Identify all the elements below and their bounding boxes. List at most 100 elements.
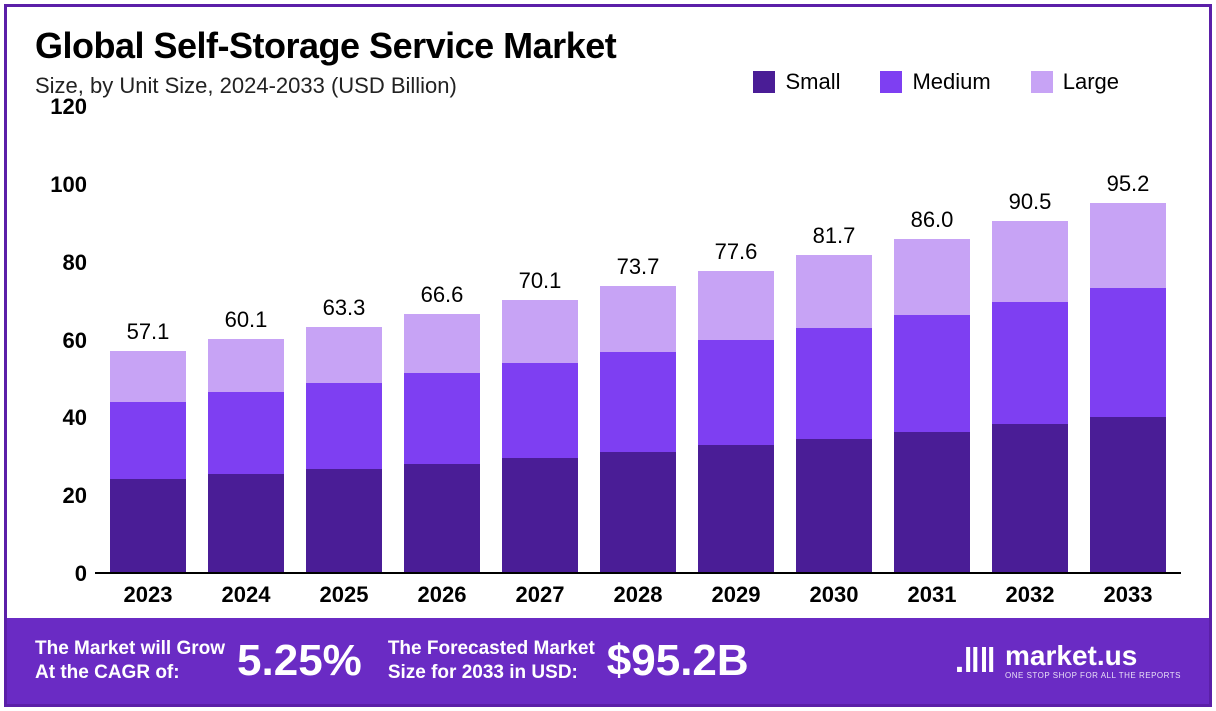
bar-stack <box>1090 203 1166 572</box>
bar-segment <box>992 302 1068 424</box>
legend-swatch <box>1031 71 1053 93</box>
bar-column: 90.5 <box>981 107 1079 572</box>
brand-logo-icon: .‖‖ <box>955 642 995 681</box>
footer-banner: The Market will Grow At the CAGR of: 5.2… <box>7 618 1209 704</box>
x-tick-label: 2031 <box>883 582 981 608</box>
bar-segment <box>600 452 676 572</box>
y-tick-label: 80 <box>63 250 87 276</box>
brand-tagline: ONE STOP SHOP FOR ALL THE REPORTS <box>1005 672 1181 680</box>
bar-column: 95.2 <box>1079 107 1177 572</box>
bar-column: 57.1 <box>99 107 197 572</box>
forecast-label: The Forecasted Market Size for 2033 in U… <box>388 637 595 685</box>
bar-stack <box>306 327 382 572</box>
bar-stack <box>404 314 480 572</box>
bar-stack <box>698 271 774 572</box>
brand: .‖‖ market.us ONE STOP SHOP FOR ALL THE … <box>955 642 1181 681</box>
bar-stack <box>110 351 186 572</box>
cagr-label-line1: The Market will Grow <box>35 638 225 659</box>
bar-column: 63.3 <box>295 107 393 572</box>
bar-segment <box>992 221 1068 302</box>
y-tick-label: 60 <box>63 328 87 354</box>
bar-segment <box>404 464 480 572</box>
x-labels: 2023202420252026202720282029203020312032… <box>95 574 1181 608</box>
x-tick-label: 2029 <box>687 582 785 608</box>
bar-segment <box>894 315 970 432</box>
bar-segment <box>110 479 186 572</box>
bar-stack <box>208 339 284 572</box>
bar-total-label: 90.5 <box>1009 189 1052 215</box>
bar-total-label: 86.0 <box>911 207 954 233</box>
bar-segment <box>894 432 970 572</box>
bar-stack <box>600 286 676 572</box>
y-tick-label: 20 <box>63 483 87 509</box>
bar-stack <box>796 255 872 572</box>
x-tick-label: 2025 <box>295 582 393 608</box>
bar-segment <box>698 340 774 445</box>
bar-segment <box>894 239 970 315</box>
forecast-label-line2: Size for 2033 in USD: <box>388 662 578 683</box>
bar-segment <box>1090 203 1166 287</box>
bar-column: 60.1 <box>197 107 295 572</box>
bar-segment <box>208 392 284 474</box>
legend-item: Medium <box>880 69 990 95</box>
bar-segment <box>796 439 872 572</box>
x-tick-label: 2032 <box>981 582 1079 608</box>
x-tick-label: 2024 <box>197 582 295 608</box>
x-axis: 2023202420252026202720282029203020312032… <box>35 574 1181 608</box>
bar-segment <box>404 314 480 373</box>
bar-total-label: 70.1 <box>519 268 562 294</box>
bar-segment <box>992 424 1068 572</box>
y-tick-label: 100 <box>50 172 87 198</box>
x-tick-label: 2026 <box>393 582 491 608</box>
bar-total-label: 95.2 <box>1107 171 1150 197</box>
bar-segment <box>600 352 676 452</box>
bar-segment <box>306 383 382 469</box>
bar-total-label: 73.7 <box>617 254 660 280</box>
forecast-label-line1: The Forecasted Market <box>388 638 595 659</box>
bar-segment <box>306 327 382 383</box>
bar-segment <box>1090 288 1166 417</box>
cagr-label-line2: At the CAGR of: <box>35 662 180 683</box>
bar-segment <box>110 402 186 479</box>
cagr-value: 5.25% <box>237 636 362 686</box>
y-axis: 020406080100120 <box>35 107 95 574</box>
bar-column: 73.7 <box>589 107 687 572</box>
legend-item: Small <box>753 69 840 95</box>
bars-container: 57.160.163.366.670.173.777.681.786.090.5… <box>95 107 1181 572</box>
bar-segment <box>502 458 578 572</box>
bar-segment <box>796 328 872 439</box>
legend-item: Large <box>1031 69 1119 95</box>
bar-segment <box>502 363 578 458</box>
legend: Small Medium Large <box>753 69 1119 95</box>
chart-title: Global Self-Storage Service Market <box>35 25 1181 67</box>
bar-total-label: 57.1 <box>127 319 170 345</box>
cagr-label: The Market will Grow At the CAGR of: <box>35 637 225 685</box>
plot: 57.160.163.366.670.173.777.681.786.090.5… <box>95 107 1181 574</box>
chart-frame: Global Self-Storage Service Market Size,… <box>4 4 1212 707</box>
bar-segment <box>208 474 284 572</box>
bar-column: 70.1 <box>491 107 589 572</box>
bar-segment <box>698 445 774 572</box>
y-tick-label: 120 <box>50 94 87 120</box>
y-tick-label: 40 <box>63 405 87 431</box>
bar-segment <box>600 286 676 351</box>
bar-column: 77.6 <box>687 107 785 572</box>
y-tick-label: 0 <box>75 561 87 587</box>
bar-total-label: 60.1 <box>225 307 268 333</box>
bar-segment <box>1090 417 1166 572</box>
bar-total-label: 77.6 <box>715 239 758 265</box>
bar-segment <box>110 351 186 402</box>
legend-swatch <box>880 71 902 93</box>
plot-wrap: 020406080100120 57.160.163.366.670.173.7… <box>35 107 1181 574</box>
bar-total-label: 63.3 <box>323 295 366 321</box>
legend-label: Small <box>785 69 840 95</box>
bar-column: 81.7 <box>785 107 883 572</box>
bar-stack <box>502 300 578 572</box>
bar-column: 86.0 <box>883 107 981 572</box>
x-tick-label: 2033 <box>1079 582 1177 608</box>
x-tick-label: 2023 <box>99 582 197 608</box>
bar-segment <box>306 469 382 572</box>
bar-segment <box>796 255 872 327</box>
legend-swatch <box>753 71 775 93</box>
brand-text: market.us ONE STOP SHOP FOR ALL THE REPO… <box>1005 642 1181 680</box>
